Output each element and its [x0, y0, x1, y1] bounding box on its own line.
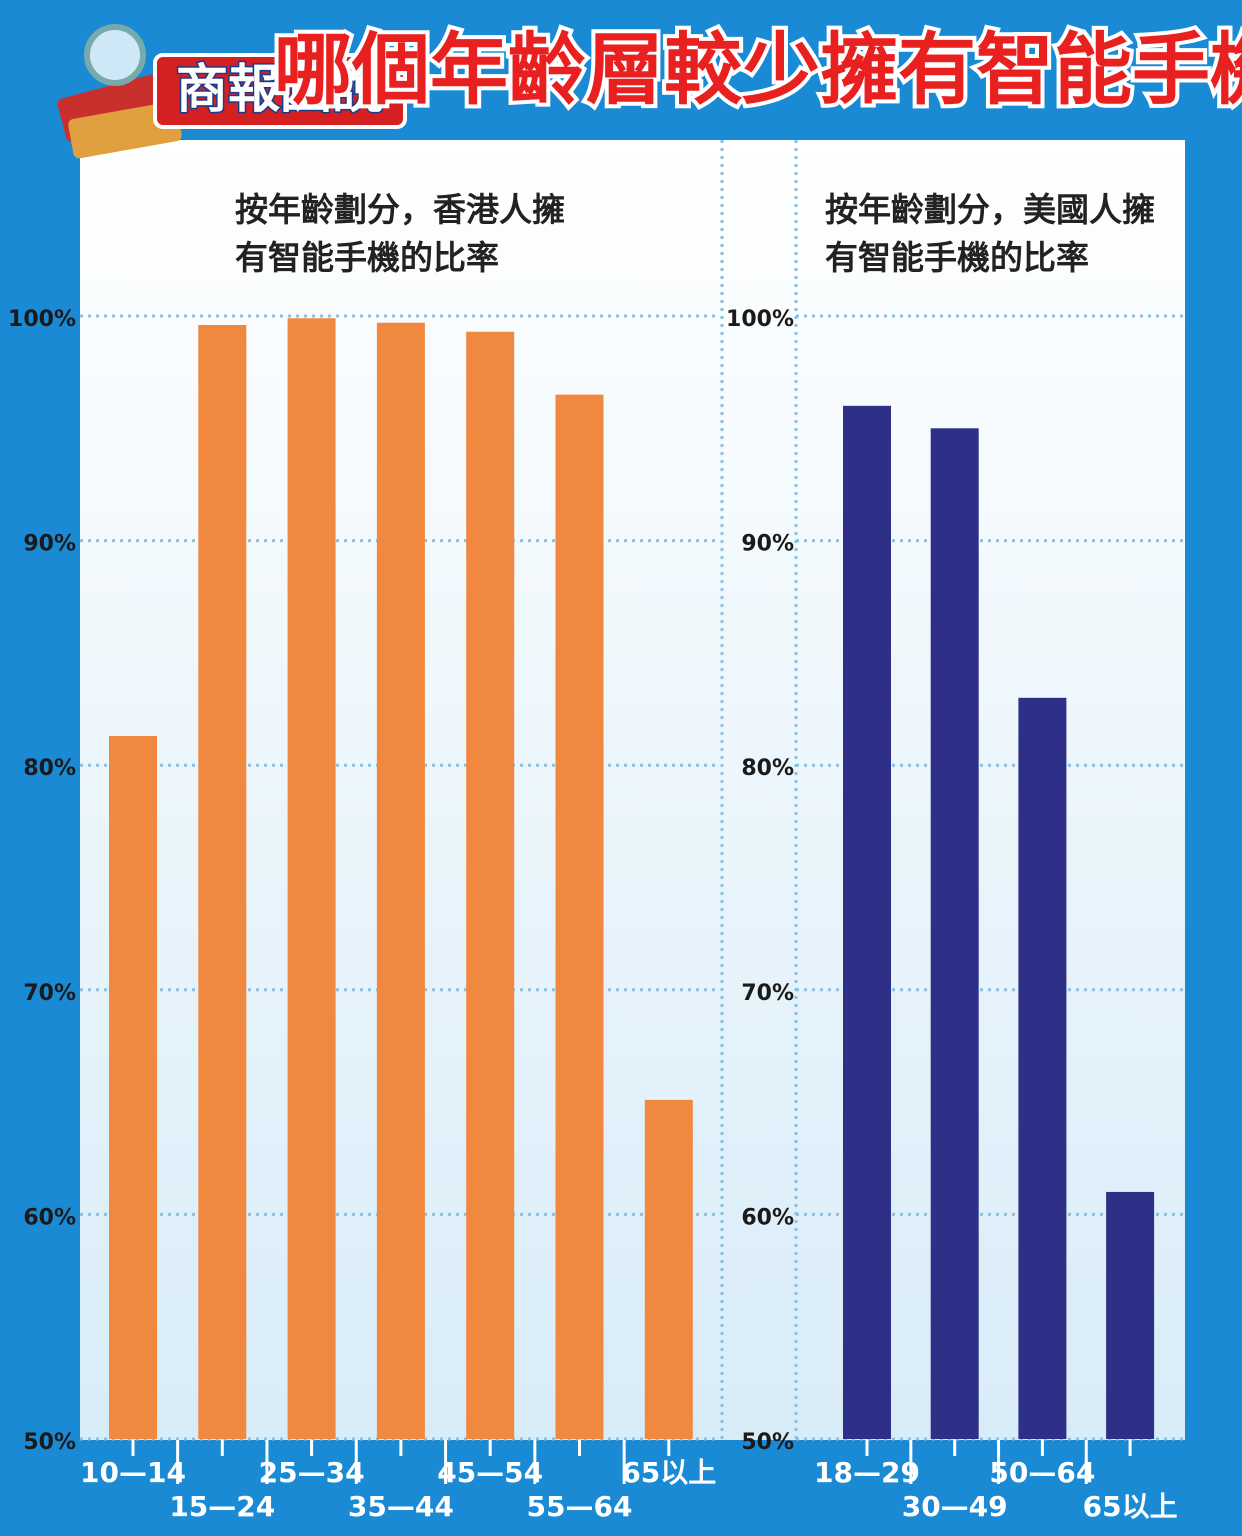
badge: 商報圖說 [176, 60, 384, 120]
y-tick-label: 50% [23, 1430, 76, 1455]
y-tick-label: 60% [741, 1205, 794, 1230]
bar [287, 318, 336, 1440]
y-tick-label: 70% [23, 981, 76, 1006]
plot-area [80, 140, 1185, 1440]
page-title: 哪個年齡層較少擁有智能手機？ [274, 25, 1242, 115]
chart-title: 按年齡劃分，香港人擁有智能手機的比率 [235, 190, 565, 277]
x-tick-label: 18—29 [814, 1456, 920, 1489]
x-tick-label: 55—64 [527, 1490, 633, 1523]
bar [376, 322, 425, 1439]
bar [1106, 1191, 1155, 1439]
x-tick-label: 25—34 [259, 1456, 365, 1489]
y-tick-label: 90% [23, 532, 76, 557]
bar [109, 736, 157, 1439]
y-tick-label: 80% [23, 756, 76, 781]
bar [198, 324, 247, 1439]
badge-box [153, 53, 407, 129]
y-tick-label: 100% [8, 307, 76, 332]
x-tick-label: 10—14 [80, 1456, 186, 1489]
x-tick-label: 50—64 [989, 1456, 1095, 1489]
x-tick-label: 15—24 [169, 1490, 275, 1523]
y-tick-label: 90% [741, 532, 794, 557]
bar [644, 1099, 693, 1439]
chart-title: 按年齡劃分，美國人擁有智能手機的比率 [825, 190, 1155, 277]
x-tick-label: 35—44 [348, 1490, 454, 1523]
y-tick-label: 80% [741, 756, 794, 781]
x-tick-label: 65以上 [621, 1456, 716, 1489]
bar [555, 394, 604, 1439]
bar [466, 331, 515, 1440]
y-tick-label: 100% [726, 307, 794, 332]
x-tick-label: 65以上 [1083, 1490, 1178, 1523]
x-tick-label: 45—54 [437, 1456, 543, 1489]
x-tick-label: 30—49 [902, 1490, 1008, 1523]
y-tick-label: 50% [741, 1430, 794, 1455]
y-tick-label: 60% [23, 1205, 76, 1230]
bar [843, 405, 891, 1440]
bar [1018, 697, 1067, 1439]
y-tick-label: 70% [741, 981, 794, 1006]
bar [930, 428, 979, 1439]
